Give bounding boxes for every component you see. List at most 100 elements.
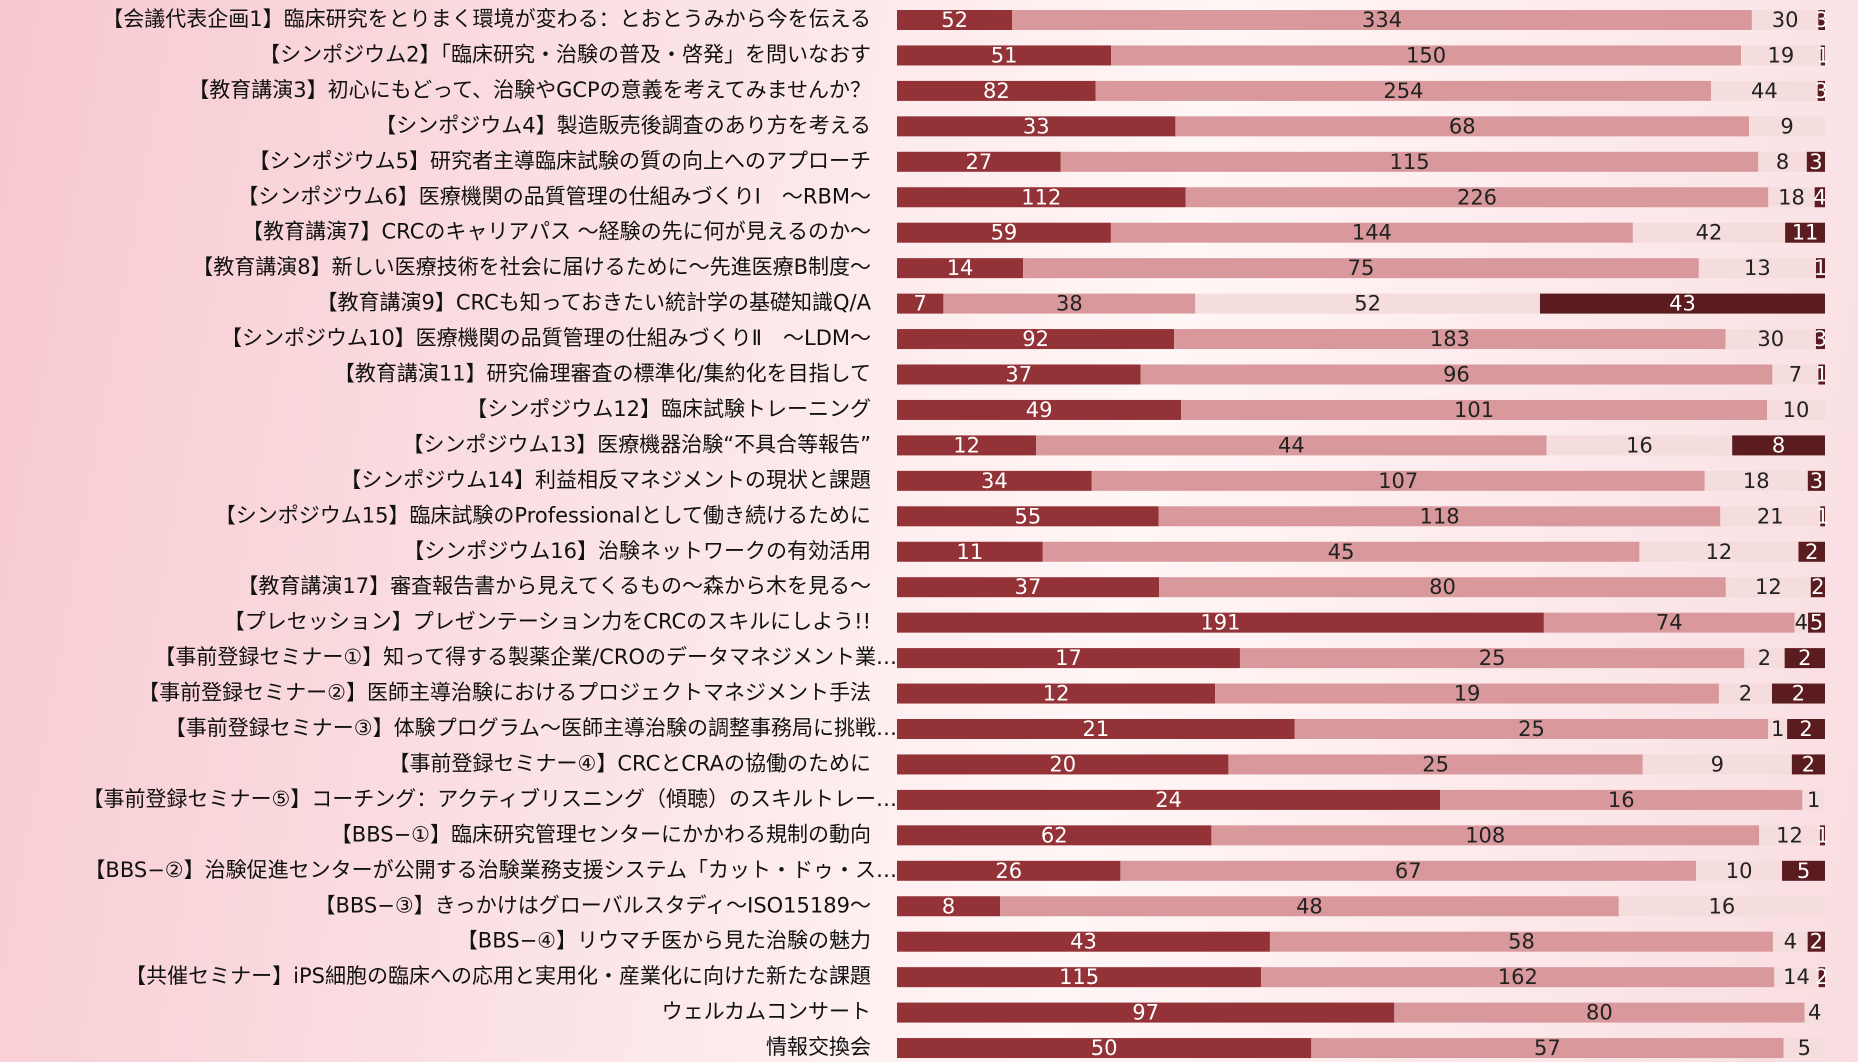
- value-label: 58: [1508, 930, 1535, 954]
- bar-segment: [1239, 648, 1745, 669]
- bar-segment: [1546, 435, 1733, 456]
- category-label: 【教育講演11】研究倫理審査の標準化/集約化を目指して: [334, 362, 871, 386]
- bar-segment: [897, 648, 1240, 669]
- value-label: 21: [1082, 717, 1109, 741]
- bar-segment: [1744, 648, 1785, 669]
- value-label: 52: [1354, 292, 1381, 316]
- bar-segment: [1784, 648, 1825, 669]
- bar-segment: [1820, 45, 1825, 66]
- category-label: 【シンポジウム10】医療機関の品質管理の仕組みづくりⅡ ～LDM～: [221, 326, 871, 350]
- value-label: 20: [1049, 752, 1076, 776]
- bar-segment: [897, 719, 1295, 739]
- value-label: 44: [1278, 433, 1305, 457]
- category-label: 【シンポジウム16】治験ネットワークの有効活用: [403, 539, 871, 563]
- bar-segment: [897, 896, 1001, 917]
- value-label: 27: [966, 150, 993, 174]
- bar-segment: [897, 506, 1159, 527]
- value-label: 68: [1449, 114, 1476, 138]
- bar-segment: [897, 789, 1441, 810]
- bar-segment: [1618, 896, 1825, 917]
- bar-segment: [1819, 825, 1825, 846]
- bar-segment: [897, 967, 1262, 988]
- value-label: 1: [1807, 788, 1820, 812]
- value-label: 16: [1608, 788, 1635, 812]
- value-label: 150: [1406, 43, 1446, 67]
- value-label: 1: [1771, 717, 1784, 741]
- value-label: 1: [1815, 363, 1828, 387]
- category-label: 【会議代表企画1】臨床研究をとりまく環境が変わる：とおとうみから今を伝える: [102, 7, 871, 31]
- bar-segment: [897, 293, 944, 314]
- category-label: 【教育講演17】審査報告書から見えてくるもの～森から木を見る～: [237, 574, 871, 598]
- bar-segment: [1185, 187, 1769, 208]
- bar-segment: [1311, 1038, 1784, 1059]
- bar-segment: [1632, 222, 1786, 243]
- value-label: 42: [1696, 221, 1723, 245]
- value-label: 3: [1815, 79, 1828, 103]
- value-label: 96: [1443, 363, 1470, 387]
- bar-segment: [1807, 931, 1825, 952]
- category-label: 【事前登録セミナー③】体験プログラム～医師主導治験の調整事務局に挑戦…: [165, 716, 897, 740]
- value-label: 4: [1784, 930, 1797, 954]
- value-label: 2: [1739, 682, 1752, 706]
- value-label: 37: [1015, 575, 1042, 599]
- value-label: 16: [1709, 894, 1736, 918]
- value-label: 45: [1328, 540, 1355, 564]
- bar-segment: [1772, 931, 1808, 952]
- bar-segment: [897, 258, 1024, 279]
- value-label: 108: [1465, 823, 1505, 847]
- value-label: 4: [1813, 185, 1826, 209]
- bar-segment: [1215, 683, 1719, 704]
- category-label: 【シンポジウム5】研究者主導臨床試験の質の向上へのアプローチ: [249, 149, 871, 173]
- bar-segment: [1211, 825, 1760, 846]
- value-label: 2: [1805, 540, 1818, 564]
- bar-segment: [1804, 1002, 1825, 1023]
- value-label: 25: [1518, 717, 1545, 741]
- bar-segment: [897, 80, 1096, 101]
- bar-segment: [1704, 470, 1808, 491]
- value-label: 226: [1457, 185, 1497, 209]
- value-label: 8: [1772, 433, 1785, 457]
- bar-segment: [1696, 860, 1783, 881]
- value-label: 62: [1041, 823, 1068, 847]
- value-label: 1: [1814, 256, 1827, 280]
- value-label: 1: [1816, 43, 1829, 67]
- value-label: 30: [1757, 327, 1784, 351]
- value-label: 118: [1419, 504, 1459, 528]
- value-label: 2: [1811, 575, 1824, 599]
- value-label: 30: [1772, 8, 1799, 32]
- bar-segment: [1741, 45, 1821, 66]
- bar-segment: [1000, 896, 1619, 917]
- bar-segment: [1808, 612, 1825, 633]
- bar-segment: [1269, 931, 1773, 952]
- value-label: 2: [1799, 717, 1812, 741]
- bar-segment: [1120, 860, 1697, 881]
- bar-segment: [1639, 541, 1799, 562]
- bar-segment: [1711, 80, 1818, 101]
- bar-segment: [1767, 399, 1825, 420]
- value-label: 24: [1155, 788, 1182, 812]
- value-label: 12: [1043, 682, 1070, 706]
- value-label: 144: [1352, 221, 1392, 245]
- bar-segment: [897, 1002, 1395, 1023]
- bar-segment: [1725, 329, 1816, 350]
- value-label: 59: [991, 221, 1018, 245]
- value-label: 12: [1706, 540, 1733, 564]
- value-label: 183: [1430, 327, 1470, 351]
- bar-segment: [897, 470, 1092, 491]
- value-label: 48: [1296, 894, 1323, 918]
- bar-segment: [1810, 577, 1825, 598]
- bar-segment: [897, 222, 1111, 243]
- value-label: 334: [1362, 8, 1402, 32]
- bar-segment: [1394, 1002, 1805, 1023]
- value-label: 8: [942, 894, 955, 918]
- bar-segment: [1642, 754, 1792, 775]
- category-label: 【シンポジウム6】医療機関の品質管理の仕組みづくりⅠ ～RBM～: [237, 184, 871, 208]
- bar-segment: [1782, 860, 1825, 881]
- bar-segment: [1758, 151, 1807, 172]
- bar-segment: [1798, 541, 1825, 562]
- value-label: 97: [1132, 1001, 1159, 1025]
- value-label: 162: [1498, 965, 1538, 989]
- value-label: 1: [1816, 823, 1829, 847]
- bar-segment: [897, 754, 1229, 775]
